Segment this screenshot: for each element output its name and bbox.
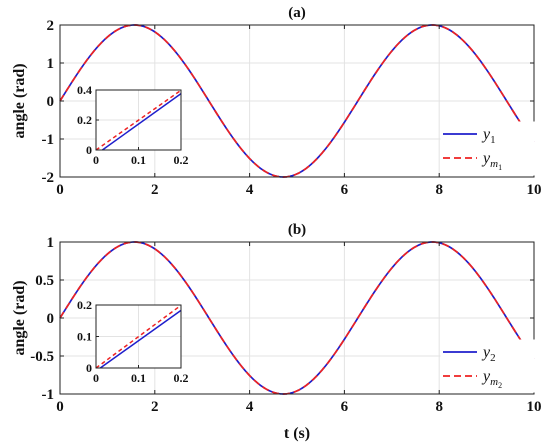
legend-label: ym2 bbox=[481, 368, 502, 390]
inset-x-tick-label: 0.2 bbox=[174, 371, 189, 385]
inset-y-tick-label: 0.2 bbox=[77, 298, 92, 312]
panel-b: 0 2 4 6 8 10 -1 -0.5 0 0.5 1 (b) angle (rad) t (s) 0 0.… bbox=[11, 222, 542, 442]
y-tick-label: 0 bbox=[47, 311, 55, 327]
x-tick-label: 6 bbox=[341, 399, 349, 415]
inset-series-line-actual bbox=[99, 309, 182, 369]
x-tick-label: 2 bbox=[151, 399, 159, 415]
x-tick-label: 8 bbox=[435, 182, 443, 198]
x-tick-label: 10 bbox=[527, 182, 542, 198]
inset-y-tick-label: 0 bbox=[86, 361, 92, 375]
inset-plot: 0 0.1 0.2 0 0.2 0.4 bbox=[77, 83, 189, 167]
legend-label-subscript: 1 bbox=[490, 134, 496, 146]
inset-series-line-model bbox=[95, 304, 182, 369]
inset-series-line-actual bbox=[101, 92, 182, 151]
legend-label-subscript: m bbox=[490, 158, 498, 170]
x-tick-label: 0 bbox=[56, 182, 64, 198]
y-tick-label: -0.5 bbox=[30, 349, 54, 365]
x-tick-label: 0 bbox=[56, 399, 64, 415]
inset-x-tick-label: 0 bbox=[93, 153, 99, 167]
inset-plot: 0 0.1 0.2 0 0.1 0.2 bbox=[77, 298, 189, 385]
y-tick-label: -2 bbox=[42, 170, 55, 186]
inset-x-tick-label: 0 bbox=[93, 371, 99, 385]
chart-title: (a) bbox=[288, 5, 306, 21]
legend-label-subsubscript: 2 bbox=[498, 381, 502, 390]
y-axis-label: angle (rad) bbox=[11, 63, 28, 138]
y-tick-label: 0.5 bbox=[35, 273, 54, 289]
inset-x-tick-label: 0.1 bbox=[131, 153, 146, 167]
x-tick-label: 4 bbox=[246, 399, 254, 415]
legend-label-main: y bbox=[481, 150, 491, 167]
y-tick-label: 1 bbox=[47, 56, 55, 72]
chart-title: (b) bbox=[288, 222, 306, 238]
y-axis-label: angle (rad) bbox=[11, 280, 28, 355]
y-tick-label: -1 bbox=[42, 387, 55, 403]
inset-x-tick-label: 0.1 bbox=[131, 371, 146, 385]
y-tick-label: 2 bbox=[47, 18, 55, 34]
x-tick-label: 8 bbox=[435, 399, 443, 415]
legend-label: y1 bbox=[481, 126, 496, 146]
y-tick-label: 0 bbox=[47, 94, 55, 110]
y-tick-label: 1 bbox=[47, 235, 55, 251]
x-tick-label: 2 bbox=[151, 182, 159, 198]
inset-y-tick-label: 0.1 bbox=[77, 330, 92, 344]
y-tick-label: -1 bbox=[42, 132, 55, 148]
inset-series-line-model bbox=[95, 89, 182, 151]
legend-label-subscript: 2 bbox=[490, 352, 496, 364]
legend-box bbox=[440, 339, 535, 393]
legend-label-subsubscript: 1 bbox=[498, 163, 502, 172]
inset-x-tick-label: 0.2 bbox=[174, 153, 189, 167]
legend-box bbox=[440, 121, 535, 176]
legend-label-main: y bbox=[481, 126, 491, 143]
x-tick-label: 10 bbox=[527, 399, 542, 415]
legend-label-main: y bbox=[481, 344, 491, 361]
x-axis-label: t (s) bbox=[284, 425, 310, 442]
inset-y-tick-label: 0 bbox=[86, 143, 92, 157]
legend-label-main: y bbox=[481, 368, 491, 385]
legend-label: ym1 bbox=[481, 150, 502, 172]
x-tick-label: 6 bbox=[341, 182, 349, 198]
x-tick-label: 4 bbox=[246, 182, 254, 198]
legend-label-subscript: m bbox=[490, 376, 498, 388]
legend-label: y2 bbox=[481, 344, 496, 364]
inset-y-tick-label: 0.4 bbox=[77, 83, 92, 97]
inset-y-tick-label: 0.2 bbox=[77, 113, 92, 127]
